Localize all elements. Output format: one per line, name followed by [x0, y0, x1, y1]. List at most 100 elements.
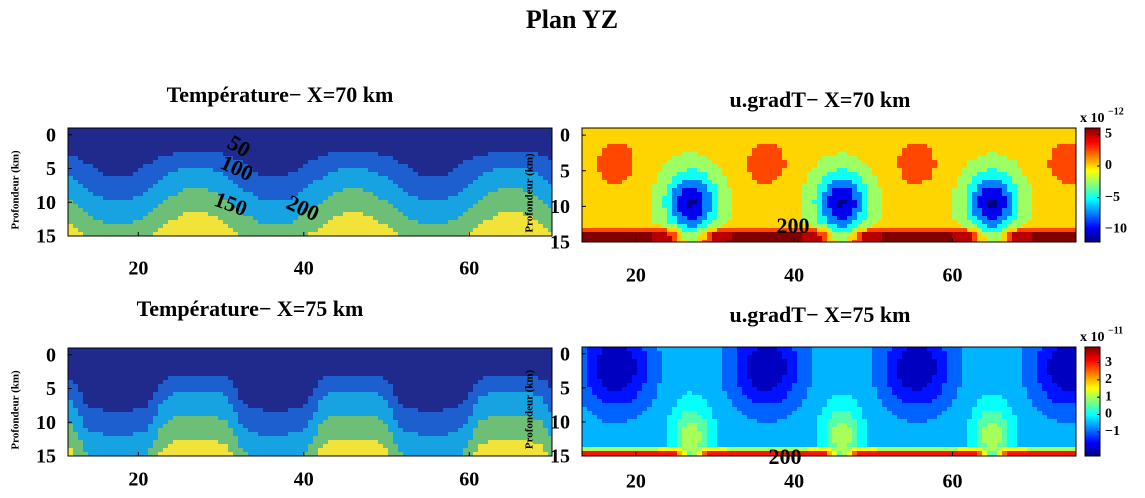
field-cell	[503, 228, 509, 233]
field-cell	[283, 212, 289, 217]
field-cell	[188, 204, 194, 209]
field-cell	[168, 172, 174, 177]
field-cell	[463, 136, 469, 141]
field-cell	[478, 200, 484, 205]
field-cell	[967, 216, 973, 221]
field-cell	[523, 172, 529, 177]
field-cell	[313, 168, 319, 173]
field-cell	[93, 140, 99, 145]
field-cell	[902, 140, 908, 145]
field-cell	[428, 200, 434, 205]
field-cell	[273, 144, 279, 149]
field-cell	[592, 228, 598, 233]
field-cell	[612, 236, 618, 241]
field-cell	[857, 212, 863, 217]
field-cell	[453, 208, 459, 213]
field-cell	[453, 140, 459, 145]
field-cell	[702, 144, 708, 149]
field-cell	[937, 184, 943, 189]
field-cell	[523, 144, 529, 149]
field-cell	[118, 168, 124, 173]
field-cell	[438, 156, 444, 161]
field-cell	[193, 180, 199, 185]
field-cell	[647, 156, 653, 161]
field-cell	[488, 156, 494, 161]
field-cell	[882, 216, 888, 221]
field-cell	[922, 176, 928, 181]
field-cell	[243, 224, 249, 229]
field-cell	[692, 144, 698, 149]
field-cell	[353, 196, 359, 201]
field-cell	[867, 180, 873, 185]
field-cell	[133, 208, 139, 213]
field-cell	[323, 180, 329, 185]
field-cell	[767, 152, 773, 157]
field-cell	[288, 136, 294, 141]
field-cell	[443, 208, 449, 213]
field-cell	[842, 128, 848, 133]
field-cell	[642, 216, 648, 221]
field-cell	[333, 232, 339, 237]
field-cell	[338, 192, 344, 197]
field-cell	[73, 160, 79, 165]
field-cell	[972, 132, 978, 137]
field-cell	[98, 208, 104, 213]
field-cell	[508, 184, 514, 189]
field-cell	[238, 232, 244, 237]
field-cell	[882, 172, 888, 177]
field-cell	[922, 168, 928, 173]
field-cell	[363, 188, 369, 193]
field-cell	[697, 132, 703, 137]
field-cell	[438, 180, 444, 185]
field-cell	[812, 240, 818, 243]
field-cell	[762, 200, 768, 205]
field-cell	[228, 136, 234, 141]
field-cell	[143, 220, 149, 225]
field-cell	[523, 180, 529, 185]
field-cell	[932, 180, 938, 185]
field-cell	[652, 144, 658, 149]
field-cell	[727, 180, 733, 185]
field-cell	[133, 164, 139, 169]
field-cell	[817, 180, 823, 185]
field-cell	[408, 192, 414, 197]
field-cell	[273, 224, 279, 229]
field-cell	[443, 152, 449, 157]
field-cell	[438, 200, 444, 205]
field-cell	[108, 200, 114, 205]
field-cell	[118, 156, 124, 161]
field-cell	[782, 196, 788, 201]
field-cell	[587, 208, 593, 213]
field-cell	[113, 156, 119, 161]
field-cell	[802, 136, 808, 141]
field-cell	[797, 144, 803, 149]
field-cell	[787, 204, 793, 209]
field-cell	[612, 220, 618, 225]
field-cell	[652, 152, 658, 157]
field-cell	[707, 232, 713, 237]
field-cell	[263, 128, 269, 133]
field-cell	[747, 168, 753, 173]
field-cell	[103, 216, 109, 221]
field-cell	[183, 228, 189, 233]
field-cell	[98, 180, 104, 185]
field-cell	[852, 176, 858, 181]
field-cell	[967, 232, 973, 237]
field-cell	[423, 128, 429, 133]
field-cell	[73, 164, 79, 169]
field-cell	[712, 132, 718, 137]
field-cell	[468, 220, 474, 225]
field-cell	[123, 156, 129, 161]
field-cell	[258, 228, 264, 233]
field-cell	[193, 188, 199, 193]
field-cell	[812, 212, 818, 217]
field-cell	[98, 188, 104, 193]
field-cell	[263, 164, 269, 169]
field-cell	[358, 216, 364, 221]
field-cell	[787, 240, 793, 243]
field-cell	[982, 172, 988, 177]
field-cell	[423, 144, 429, 149]
field-cell	[712, 228, 718, 233]
field-cell	[882, 196, 888, 201]
field-cell	[218, 128, 224, 133]
